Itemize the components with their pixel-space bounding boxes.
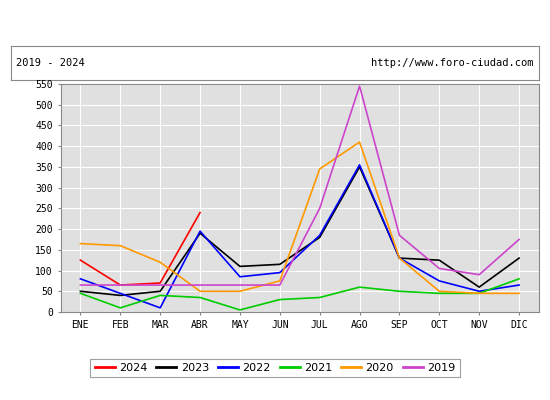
Text: http://www.foro-ciudad.com: http://www.foro-ciudad.com [371,58,534,68]
Text: Evolucion Nº Turistas Nacionales en el municipio de Almendra: Evolucion Nº Turistas Nacionales en el m… [35,14,515,28]
Text: 2019 - 2024: 2019 - 2024 [16,58,85,68]
Legend: 2024, 2023, 2022, 2021, 2020, 2019: 2024, 2023, 2022, 2021, 2020, 2019 [90,358,460,378]
